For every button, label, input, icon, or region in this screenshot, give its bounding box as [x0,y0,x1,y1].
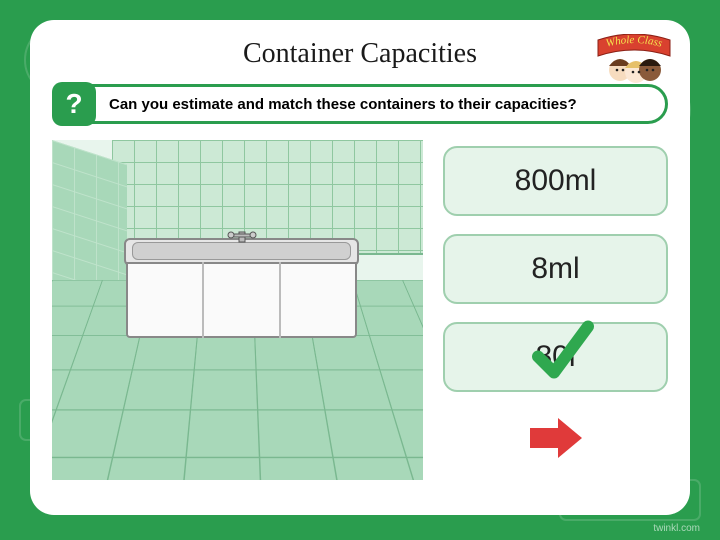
bathroom-illustration [52,140,423,480]
answer-option-2[interactable]: 8ml [443,234,668,304]
question-text: Can you estimate and match these contain… [72,84,668,124]
answer-label: 8ml [531,252,579,286]
content-row: 800ml 8ml 80l [52,140,668,480]
answer-option-3[interactable]: 80l [443,322,668,392]
content-card: Container Capacities ? Can you estimate … [30,20,690,515]
faucet-icon [227,228,257,246]
question-mark-badge: ? [52,82,96,126]
bathtub-icon [124,238,359,338]
answer-label: 800ml [515,164,597,198]
checkmark-icon [528,319,598,389]
next-arrow-icon[interactable] [528,416,584,460]
answers-column: 800ml 8ml 80l [443,140,668,480]
page-title: Container Capacities [52,38,668,70]
footer-link[interactable]: twinkl.com [653,523,700,534]
whole-class-badge: Whole Class [592,34,676,88]
answer-option-1[interactable]: 800ml [443,146,668,216]
question-row: ? Can you estimate and match these conta… [52,82,668,126]
